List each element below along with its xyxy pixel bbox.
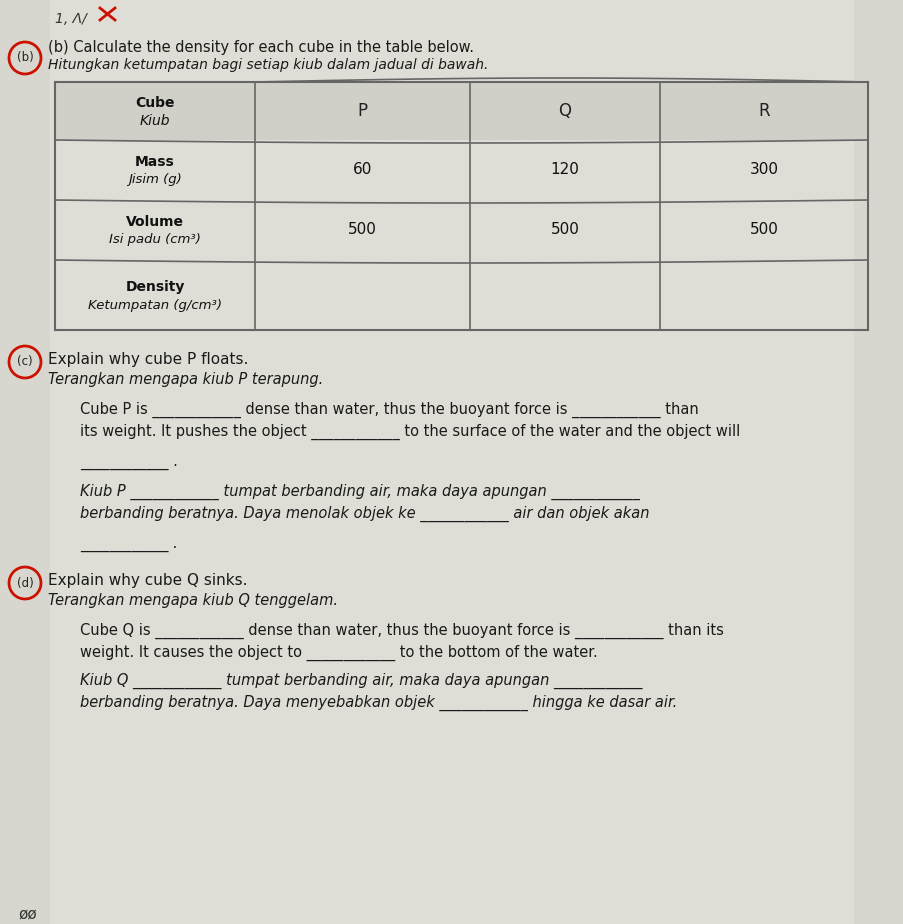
FancyBboxPatch shape [50, 0, 853, 924]
Text: Jisim (g): Jisim (g) [128, 174, 182, 187]
Text: Explain why cube P floats.: Explain why cube P floats. [48, 352, 248, 367]
Text: Kiub Q ____________ tumpat berbanding air, maka daya apungan ____________: Kiub Q ____________ tumpat berbanding ai… [79, 673, 642, 689]
FancyBboxPatch shape [55, 82, 867, 140]
Text: Ketumpatan (g/cm³): Ketumpatan (g/cm³) [88, 298, 222, 311]
Text: 500: 500 [348, 223, 377, 237]
Text: 500: 500 [550, 223, 579, 237]
Text: Volume: Volume [126, 215, 184, 229]
Text: Explain why cube Q sinks.: Explain why cube Q sinks. [48, 573, 247, 588]
Text: Cube Q is ____________ dense than water, thus the buoyant force is ____________ : Cube Q is ____________ dense than water,… [79, 623, 723, 639]
Text: Terangkan mengapa kiub P terapung.: Terangkan mengapa kiub P terapung. [48, 372, 323, 387]
Text: øø: øø [18, 908, 37, 923]
Text: 60: 60 [352, 163, 372, 177]
Text: Kiub P ____________ tumpat berbanding air, maka daya apungan ____________: Kiub P ____________ tumpat berbanding ai… [79, 484, 639, 500]
Text: Isi padu (cm³): Isi padu (cm³) [109, 234, 200, 247]
Text: Density: Density [126, 280, 184, 294]
Text: berbanding beratnya. Daya menyebabkan objek ____________ hingga ke dasar air.: berbanding beratnya. Daya menyebabkan ob… [79, 695, 676, 711]
Text: ____________ .: ____________ . [79, 456, 178, 471]
Text: 300: 300 [749, 163, 777, 177]
Text: berbanding beratnya. Daya menolak objek ke ____________ air dan objek akan: berbanding beratnya. Daya menolak objek … [79, 506, 648, 522]
Text: weight. It causes the object to ____________ to the bottom of the water.: weight. It causes the object to ________… [79, 645, 597, 662]
Text: its weight. It pushes the object ____________ to the surface of the water and th: its weight. It pushes the object _______… [79, 424, 740, 440]
Text: 120: 120 [550, 163, 579, 177]
Text: Q: Q [558, 102, 571, 120]
Text: Kiub: Kiub [140, 114, 170, 128]
Text: Hitungkan ketumpatan bagi setiap kiub dalam jadual di bawah.: Hitungkan ketumpatan bagi setiap kiub da… [48, 58, 488, 72]
Text: (b): (b) [16, 52, 33, 65]
Text: (c): (c) [17, 356, 33, 369]
Text: (b) Calculate the density for each cube in the table below.: (b) Calculate the density for each cube … [48, 40, 473, 55]
Text: Terangkan mengapa kiub Q tenggelam.: Terangkan mengapa kiub Q tenggelam. [48, 593, 338, 608]
Text: Cube: Cube [135, 96, 174, 110]
Text: (d): (d) [16, 577, 33, 590]
Text: Cube P is ____________ dense than water, thus the buoyant force is ____________ : Cube P is ____________ dense than water,… [79, 402, 698, 419]
Text: ____________ .: ____________ . [79, 538, 178, 553]
Text: P: P [357, 102, 368, 120]
Text: 1, Λ/: 1, Λ/ [55, 12, 87, 26]
Text: 500: 500 [749, 223, 777, 237]
Text: R: R [758, 102, 769, 120]
Text: Mass: Mass [135, 155, 174, 169]
